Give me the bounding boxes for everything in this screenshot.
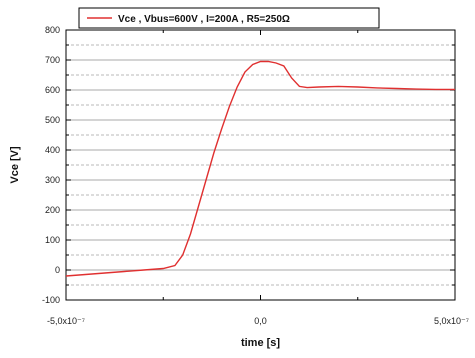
y-tick-label: 800 — [45, 25, 60, 35]
y-tick-label: 100 — [45, 235, 60, 245]
x-tick-label: 0,0 — [254, 316, 267, 326]
y-tick-labels: -100 0 100 200 300 400 500 600 700 800 — [42, 25, 60, 305]
x-tick-label: -5,0x10⁻⁷ — [47, 316, 85, 326]
x-tick-labels: -5,0x10⁻⁷ 0,0 5,0x10⁻⁷ — [47, 316, 469, 326]
y-tick-label: 700 — [45, 55, 60, 65]
legend-label: Vce , Vbus=600V , I=200A , R5=250Ω — [118, 14, 290, 25]
series-line-vce — [65, 60, 455, 277]
y-tick-label: 200 — [45, 205, 60, 215]
legend: Vce , Vbus=600V , I=200A , R5=250Ω — [78, 7, 380, 29]
grid-lines — [66, 44, 455, 286]
y-tick-label: 600 — [45, 85, 60, 95]
x-axis-title: time [s] — [241, 337, 280, 349]
x-tick-label: 5,0x10⁻⁷ — [434, 316, 469, 326]
y-tick-label: -100 — [42, 295, 60, 305]
y-tick-label: 0 — [55, 265, 60, 275]
y-tick-label: 400 — [45, 145, 60, 155]
y-tick-label: 300 — [45, 175, 60, 185]
y-tick-label: 500 — [45, 115, 60, 125]
legend-box — [78, 7, 380, 29]
y-axis-title: Vce [V] — [9, 146, 21, 184]
